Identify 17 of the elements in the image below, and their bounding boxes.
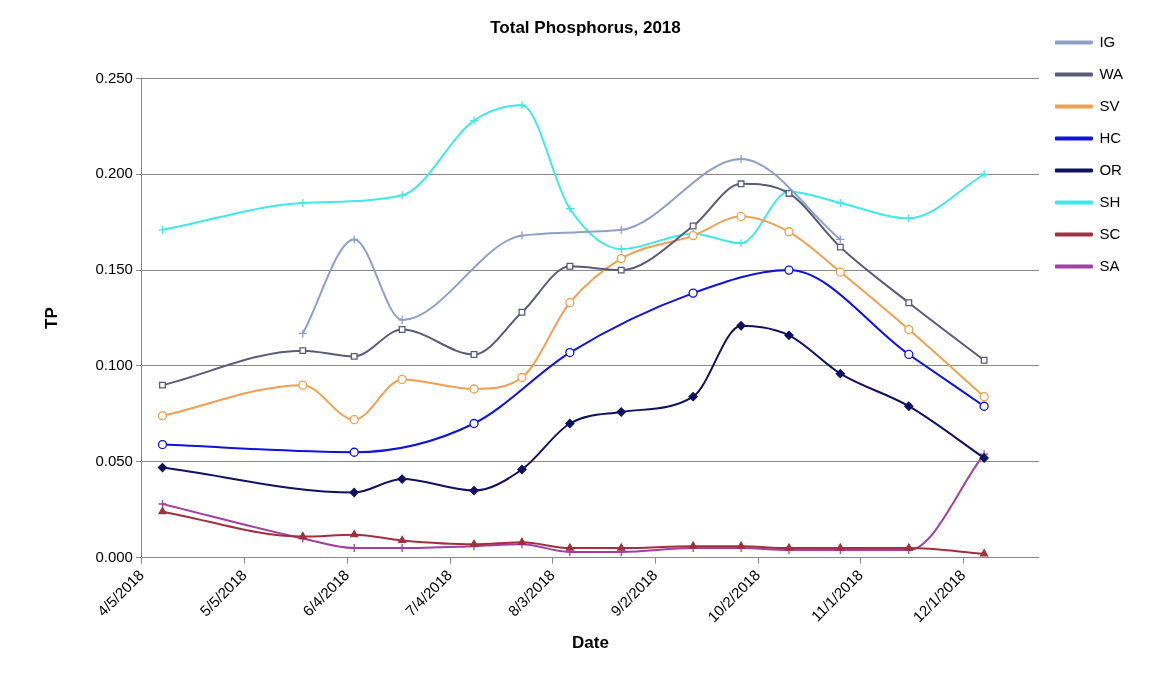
- y-tick-label: 0.250: [95, 68, 133, 86]
- legend-label: SV: [1099, 96, 1120, 114]
- legend-label: HC: [1099, 128, 1122, 146]
- legend-label: SH: [1099, 192, 1121, 210]
- y-tick-label: 0.200: [95, 164, 133, 182]
- y-axis-title: TP: [41, 307, 61, 329]
- chart-title: Total Phosphorus, 2018: [490, 17, 681, 37]
- legend-label: WA: [1099, 64, 1123, 82]
- y-tick-label: 0.000: [95, 547, 133, 565]
- x-axis-title: Date: [571, 633, 609, 653]
- legend-label: SA: [1099, 256, 1120, 274]
- y-tick-label: 0.150: [95, 260, 133, 278]
- legend-label: IG: [1099, 32, 1116, 50]
- legend-label: SC: [1099, 224, 1121, 242]
- legend-label: OR: [1099, 160, 1123, 178]
- y-tick-label: 0.100: [95, 356, 133, 374]
- y-tick-label: 0.050: [95, 451, 133, 469]
